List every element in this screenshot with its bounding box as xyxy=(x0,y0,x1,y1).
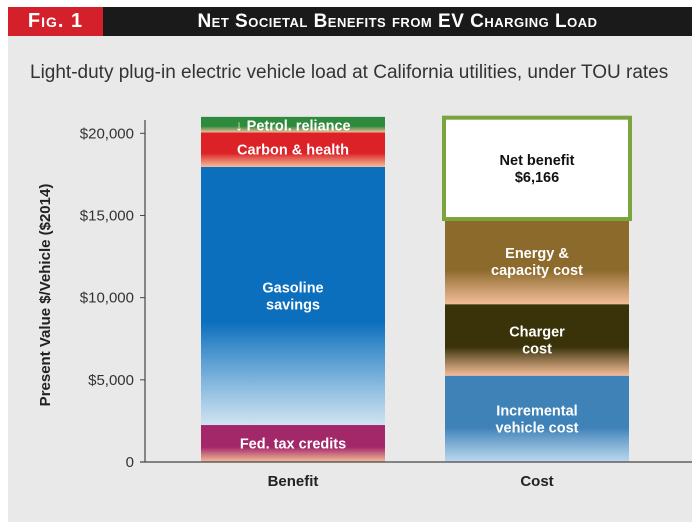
y-tick-label: $5,000 xyxy=(88,372,134,389)
chart-subtitle: Light-duty plug-in electric vehicle load… xyxy=(30,62,669,83)
bar-segment xyxy=(445,304,629,376)
bar-segment xyxy=(445,219,629,305)
segment-label: Carbon & health xyxy=(237,143,349,159)
y-tick-label: $20,000 xyxy=(80,125,134,142)
figure-title: Net Societal Benefits from EV Charging L… xyxy=(103,7,692,36)
segment-label: ↓ Petrol. reliance xyxy=(235,119,350,135)
bar-segment xyxy=(445,375,629,462)
segment-label: Charger cost xyxy=(509,324,565,357)
segment-label: Net benefit $6,166 xyxy=(500,153,575,186)
segment-label: Energy & capacity cost xyxy=(491,246,583,279)
bar-segment xyxy=(201,116,385,133)
y-axis-label: Present Value $/Vehicle ($2014) xyxy=(37,184,54,407)
segment-label: Gasoline savings xyxy=(262,281,323,314)
segment-label: Incremental vehicle cost xyxy=(495,403,578,436)
y-tick-label: $10,000 xyxy=(80,290,134,307)
bar-segment xyxy=(442,115,632,222)
bar-segment xyxy=(201,132,385,167)
y-tick-label: $15,000 xyxy=(80,207,134,224)
bar-segment xyxy=(201,425,385,462)
figure-number: Fig. 1 xyxy=(8,7,103,36)
y-tick-label: 0 xyxy=(126,454,134,471)
bar-segment xyxy=(201,166,385,426)
category-label: Cost xyxy=(520,473,553,490)
category-label: Benefit xyxy=(268,473,319,490)
segment-label: Fed. tax credits xyxy=(240,437,346,453)
